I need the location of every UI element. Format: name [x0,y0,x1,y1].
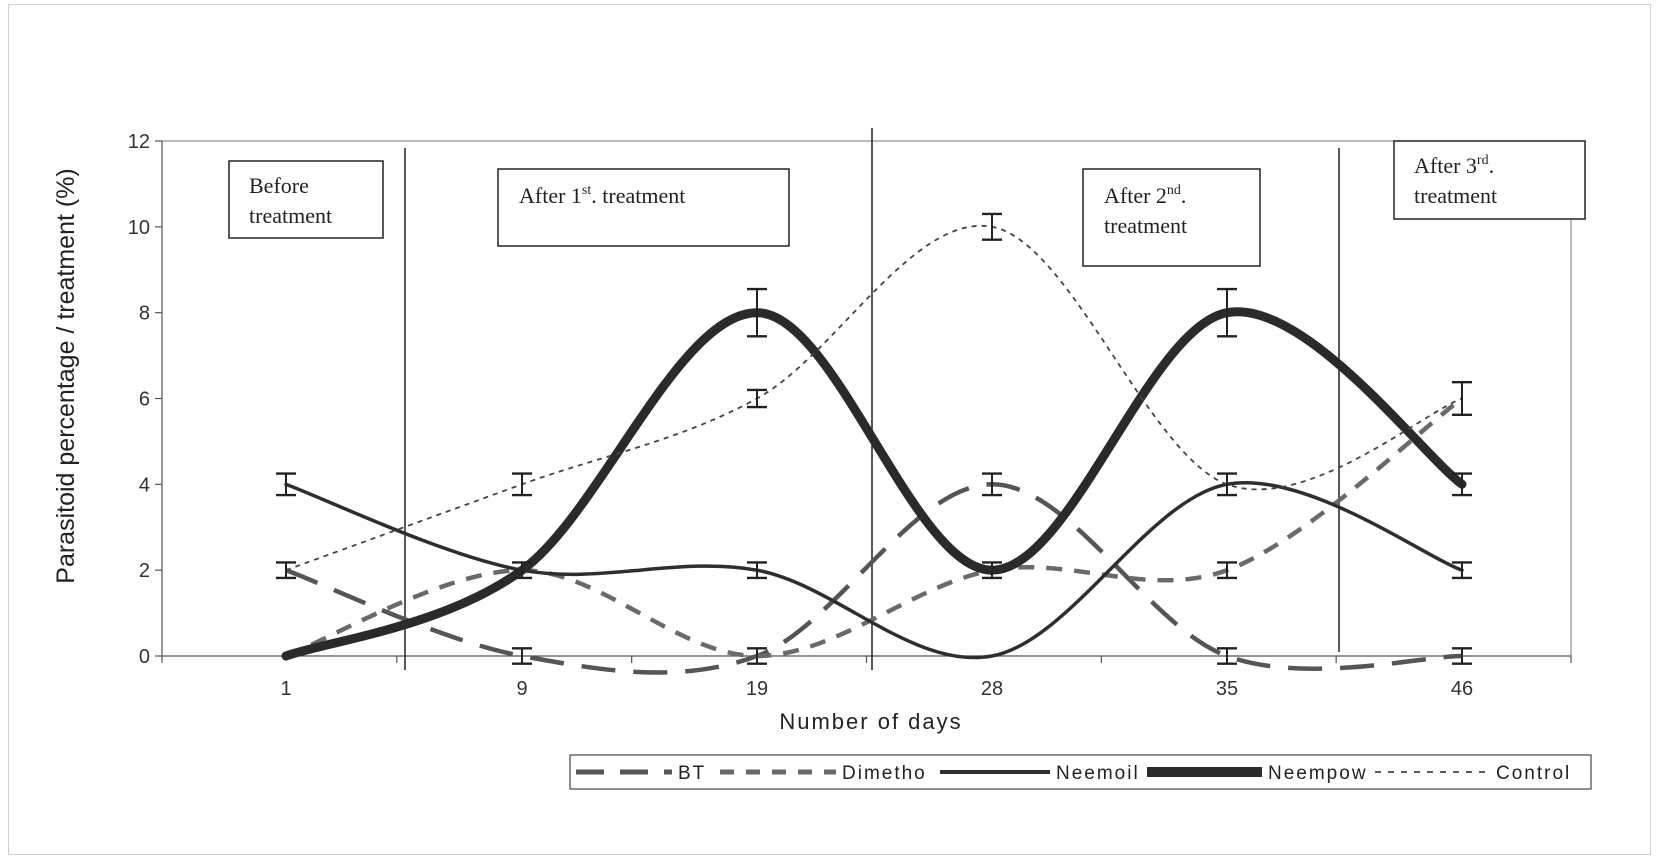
x-tick-label: 19 [746,678,768,700]
error-bar [276,561,296,580]
error-bar [1452,647,1472,665]
legend-item-dimetho: Dimetho [720,763,927,784]
x-tick-label: 1 [280,678,291,700]
legend-item-neempow: Neempow [1147,763,1368,784]
x-tick-label: 28 [981,678,1003,700]
y-tick-label: 10 [128,217,150,239]
error-bar [747,561,767,580]
legend-item-bt: BT [576,763,706,784]
legend: BT Dimetho Neemoil Neempow Control [569,754,1592,790]
legend-items: BT Dimetho Neemoil Neempow Control [576,763,1571,784]
x-tick-label: 9 [516,678,527,700]
annotation-before-line1: Before [249,173,309,198]
legend-label: Control [1496,763,1571,784]
error-bar [1217,561,1237,580]
series-line-dimetho [285,396,1464,659]
error-bar [1452,561,1472,580]
error-bar [1217,472,1237,497]
error-bar [747,287,767,338]
x-tick-label: 35 [1216,678,1238,700]
error-bar [1452,380,1472,417]
legend-label: Dimetho [842,763,927,784]
x-ticks-group: 1 9 19 28 35 46 [161,656,1572,700]
y-ticks-group: 0 2 4 6 8 10 12 [128,131,162,668]
y-tick-label: 6 [139,389,150,411]
y-tick-label: 0 [139,646,150,668]
series-line-control [285,224,1463,572]
series-line-neemoil [284,481,1464,660]
y-tick-label: 2 [139,560,150,582]
error-bar [982,212,1002,241]
error-bar [982,472,1002,497]
y-tick-label: 12 [128,131,150,153]
error-bar [512,647,532,665]
legend-label: Neemoil [1056,763,1140,784]
legend-label: Neempow [1268,763,1368,784]
error-bar [1217,647,1237,665]
annotation-after-2nd-treatment: After 2nd. treatment [1082,168,1261,267]
legend-item-neemoil: Neemoil [940,763,1140,784]
series-line-bt [285,482,1463,675]
annotation-after-1st-treatment: After 1st. treatment [497,168,790,247]
error-bar [276,472,296,497]
y-tick-label: 8 [139,303,150,325]
legend-item-control: Control [1375,763,1571,784]
y-tick-label: 4 [139,474,150,496]
chart-frame [8,4,1651,855]
annotation-after3-line2: treatment [1414,183,1497,208]
error-bar [747,647,767,665]
error-bars-group [276,212,1472,665]
error-bar [982,561,1002,580]
error-bar [1452,472,1472,497]
annotation-before-line2: treatment [249,203,332,228]
annotation-after3-line1: After 3rd. [1414,153,1494,178]
error-bar [747,388,767,409]
series-line-neempow [281,307,1467,661]
annotation-before-treatment: Before treatment [228,160,384,239]
annotation-after1-line1: After 1st. treatment [519,183,685,208]
error-bar [512,561,532,580]
series-group [281,224,1467,675]
annotation-after2-line1: After 2nd. [1104,183,1186,208]
x-axis-title: Number of days [779,709,962,734]
x-tick-label: 46 [1451,678,1473,700]
error-bar [512,472,532,497]
legend-label: BT [678,763,706,784]
annotation-after2-line2: treatment [1104,213,1187,238]
error-bar [1217,287,1237,338]
annotation-after-3rd-treatment: After 3rd. treatment [1393,140,1586,220]
y-axis-title: Parasitoid percentage / treatment (%) [52,168,80,583]
